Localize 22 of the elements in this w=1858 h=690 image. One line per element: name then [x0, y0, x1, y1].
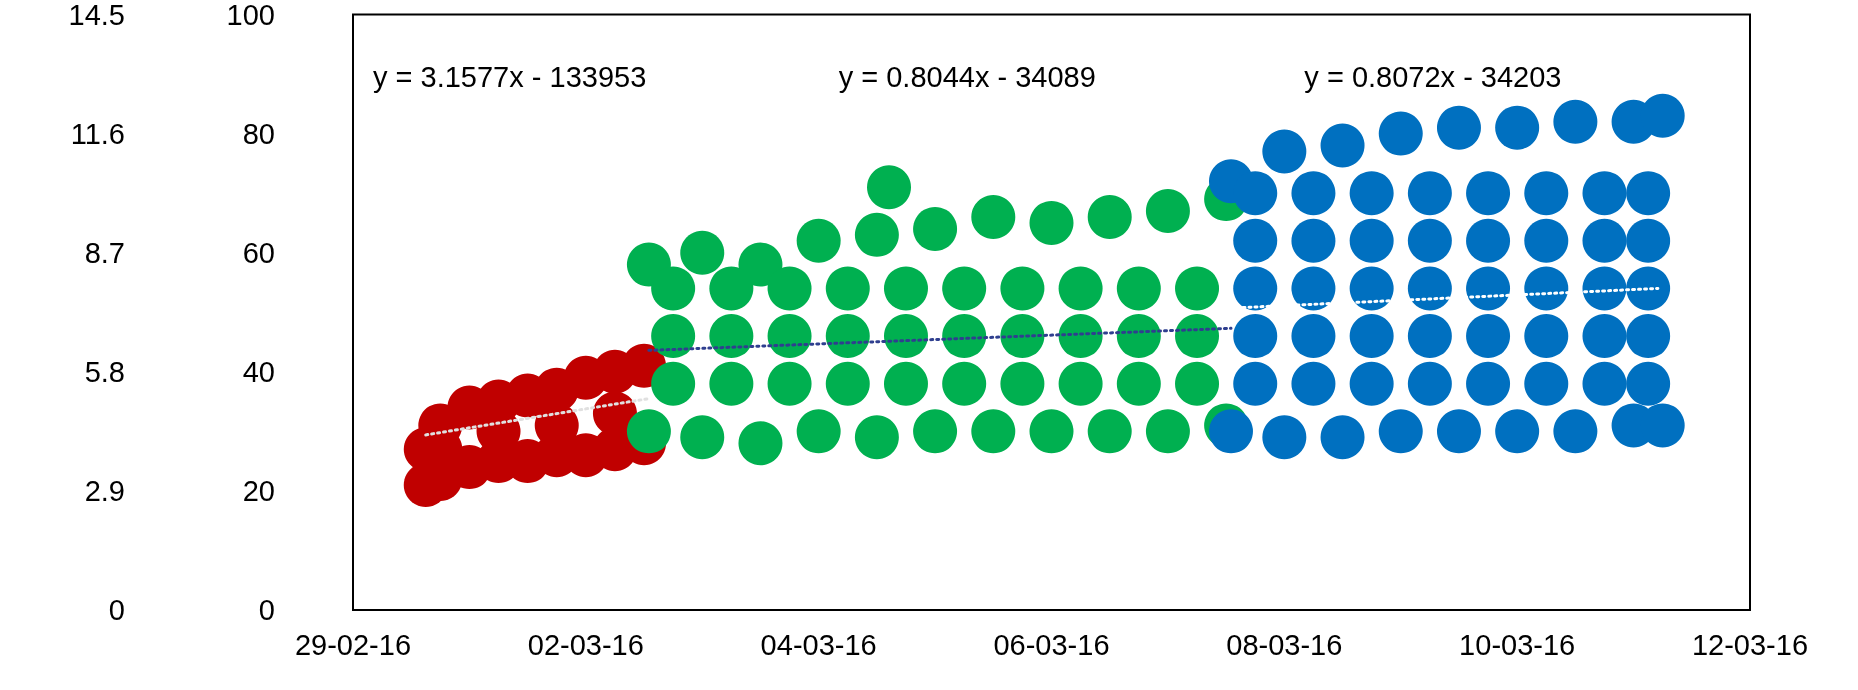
y2-tick-label: 11.6: [70, 117, 125, 150]
x-tick-label: 29-02-16: [294, 628, 412, 661]
y-tick-label: 60: [242, 236, 275, 269]
annotation: y = 3.1577x - 133953: [373, 60, 647, 93]
x-tick-label: 02-03-16: [527, 628, 644, 661]
y-tick-label: 80: [242, 117, 275, 150]
y2-tick-label: 5.8: [84, 355, 125, 388]
y2-tick-label: 2.9: [84, 474, 125, 507]
y2-tick-label: 8.7: [84, 236, 125, 269]
x-tick-label: 06-03-16: [993, 628, 1110, 661]
y2-tick-label: 0: [108, 594, 125, 626]
annotation: y = 0.8044x - 34089: [838, 60, 1096, 93]
x-tick-label: 10-03-16: [1459, 628, 1576, 661]
x-tick-label: 04-03-16: [760, 628, 877, 661]
y-tick-label: 40: [242, 355, 275, 388]
y2-tick-label: 14.5: [68, 0, 125, 31]
annotation: y = 0.8072x - 34203: [1304, 60, 1562, 93]
x-tick-label: 08-03-16: [1226, 628, 1343, 661]
y-tick-label: 0: [258, 594, 275, 626]
y-tick-label: 20: [242, 474, 275, 507]
y-tick-label: 100: [226, 0, 275, 31]
x-tick-label: 12-03-16: [1691, 628, 1809, 661]
